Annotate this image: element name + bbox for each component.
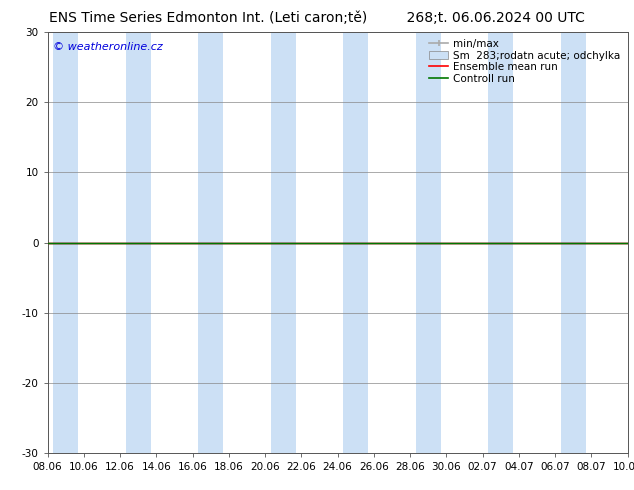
Bar	[415, 32, 441, 453]
Bar	[53, 32, 79, 453]
Bar	[271, 32, 296, 453]
Bar	[633, 32, 634, 453]
Text: ENS Time Series Edmonton Int. (Leti caron;tě)         268;t. 06.06.2024 00 UTC: ENS Time Series Edmonton Int. (Leti caro…	[49, 11, 585, 25]
Bar	[126, 32, 151, 453]
Legend: min/max, Sm  283;rodatn acute; odchylka, Ensemble mean run, Controll run: min/max, Sm 283;rodatn acute; odchylka, …	[427, 37, 623, 86]
Bar	[488, 32, 514, 453]
Text: © weatheronline.cz: © weatheronline.cz	[53, 43, 163, 52]
Bar	[343, 32, 368, 453]
Bar	[198, 32, 223, 453]
Bar	[560, 32, 586, 453]
